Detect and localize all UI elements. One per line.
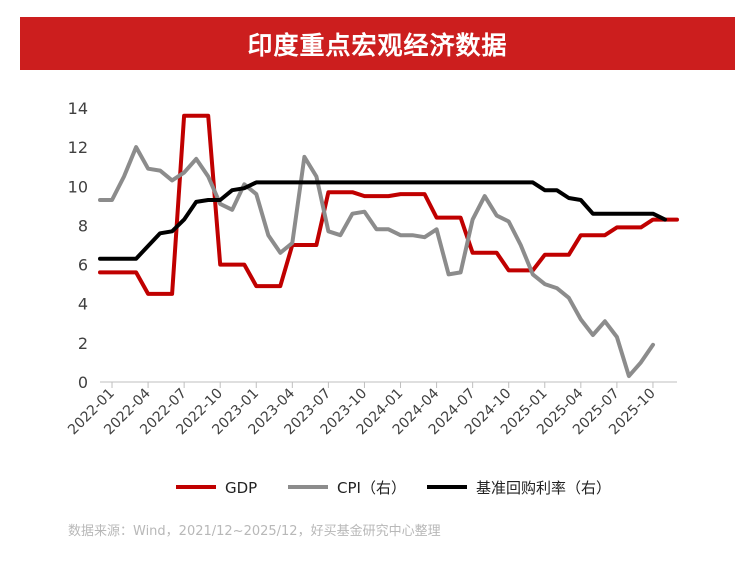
y-tick-label: 6 (78, 256, 88, 275)
series-line-repo-rate (98, 180, 667, 261)
page-title: 印度重点宏观经济数据 (20, 17, 735, 70)
series-line-gdp (98, 113, 679, 296)
y-tick-label: 8 (78, 216, 88, 235)
y-tick-label: 2 (78, 334, 88, 353)
y-tick-label: 12 (68, 138, 88, 157)
y-tick-label: 10 (68, 177, 88, 196)
legend-label: CPI（右） (337, 479, 406, 497)
legend-label: 基准回购利率（右） (476, 479, 611, 497)
series-line-cpi (98, 145, 655, 379)
legend-label: GDP (225, 479, 257, 497)
y-tick-label: 0 (78, 373, 88, 392)
y-tick-label: 14 (68, 99, 88, 118)
y-tick-label: 4 (78, 295, 88, 314)
source-note: 数据来源：Wind，2021/12~2025/12，好买基金研究中心整理 (68, 524, 441, 539)
